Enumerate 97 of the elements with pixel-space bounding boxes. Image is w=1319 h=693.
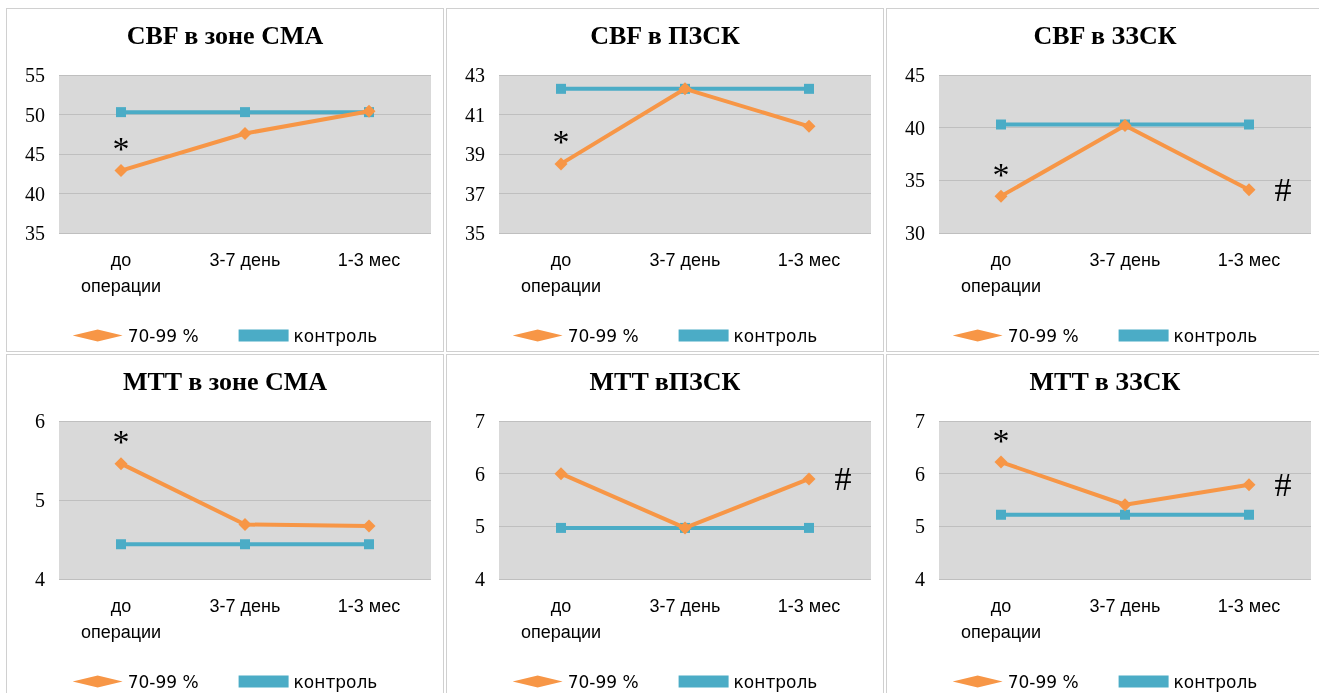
point bbox=[996, 119, 1006, 130]
x-tick-label: 1-3 мес bbox=[337, 596, 401, 616]
y-tick-label: 4 bbox=[915, 568, 925, 590]
x-tick-label: 3-7 день bbox=[209, 250, 281, 270]
point bbox=[116, 539, 126, 550]
point bbox=[240, 539, 250, 550]
x-tick-label: 3-7 день bbox=[1089, 596, 1161, 616]
point bbox=[1120, 509, 1130, 520]
y-tick-label: 5 bbox=[35, 489, 45, 511]
x-tick-label: 1-3 мес bbox=[777, 250, 841, 270]
annotation: # bbox=[1274, 466, 1292, 504]
legend-label: контроль bbox=[733, 325, 818, 346]
chart-title: CBF в ПЗСК bbox=[590, 20, 740, 50]
x-tick-label: до операции bbox=[520, 250, 602, 296]
y-tick-label: 35 bbox=[25, 222, 45, 244]
x-tick-label: 3-7 день bbox=[649, 596, 721, 616]
chart-title: MTT в зоне СМА bbox=[122, 366, 328, 396]
point bbox=[996, 509, 1006, 520]
y-tick-label: 35 bbox=[465, 222, 485, 244]
y-tick-label: 7 bbox=[915, 410, 925, 432]
point bbox=[114, 457, 128, 471]
y-tick-label: 7 bbox=[475, 410, 485, 432]
legend-label: контроль bbox=[293, 325, 378, 346]
x-tick-label: 1-3 мес bbox=[1217, 596, 1281, 616]
point bbox=[1118, 498, 1132, 512]
y-tick-label: 30 bbox=[905, 222, 925, 244]
point bbox=[1242, 183, 1256, 197]
x-tick-label: 1-3 мес bbox=[337, 250, 401, 270]
annotation: * bbox=[112, 423, 130, 461]
y-tick-label: 4 bbox=[35, 568, 45, 590]
point bbox=[1244, 119, 1254, 130]
point bbox=[556, 522, 566, 533]
x-tick-label: до операции bbox=[960, 250, 1042, 296]
point bbox=[240, 107, 250, 118]
point bbox=[114, 164, 128, 178]
legend-label: 70-99 % bbox=[127, 671, 199, 692]
legend-label: 70-99 % bbox=[1007, 325, 1079, 346]
x-tick-label: до операции bbox=[80, 596, 162, 642]
x-tick-label: до операции bbox=[520, 596, 602, 642]
y-tick-label: 37 bbox=[465, 182, 485, 205]
y-tick-label: 50 bbox=[25, 103, 45, 126]
y-tick-label: 45 bbox=[25, 143, 45, 165]
y-tick-label: 6 bbox=[35, 410, 45, 432]
chart-title: MTT вПЗСК bbox=[589, 366, 741, 396]
annotation: * bbox=[992, 155, 1010, 193]
legend-label: контроль bbox=[1173, 671, 1258, 692]
x-tick-label: до операции bbox=[960, 596, 1042, 642]
x-tick-label: 1-3 мес bbox=[777, 596, 841, 616]
legend-label: 70-99 % bbox=[1007, 671, 1079, 692]
x-tick-label: до операции bbox=[80, 250, 162, 296]
chart-title: CBF в ЗЗСК bbox=[1033, 20, 1177, 50]
legend-label: 70-99 % bbox=[127, 325, 199, 346]
y-tick-label: 40 bbox=[25, 182, 45, 205]
point bbox=[554, 157, 568, 171]
legend-label: контроль bbox=[293, 671, 378, 692]
y-tick-label: 6 bbox=[475, 462, 485, 485]
chart-title: MTT в ЗЗСК bbox=[1029, 366, 1181, 396]
point bbox=[238, 517, 252, 531]
legend-label: 70-99 % bbox=[567, 671, 639, 692]
legend-label: контроль bbox=[1173, 325, 1258, 346]
y-tick-label: 35 bbox=[905, 169, 925, 192]
point bbox=[802, 472, 816, 486]
point bbox=[804, 83, 814, 94]
point bbox=[802, 119, 816, 133]
legend-label: контроль bbox=[733, 671, 818, 692]
annotation: * bbox=[112, 130, 130, 168]
point bbox=[1242, 478, 1256, 492]
y-tick-label: 39 bbox=[465, 143, 485, 165]
annotation: * bbox=[992, 421, 1010, 459]
point bbox=[238, 126, 252, 140]
point bbox=[1244, 509, 1254, 520]
x-tick-label: 1-3 мес bbox=[1217, 250, 1281, 270]
point bbox=[804, 522, 814, 533]
x-tick-label: 3-7 день bbox=[209, 596, 281, 616]
legend-label: 70-99 % bbox=[567, 325, 639, 346]
y-tick-label: 40 bbox=[905, 116, 925, 139]
annotation: # bbox=[834, 460, 852, 498]
y-tick-label: 4 bbox=[475, 568, 485, 590]
chart-title: CBF в зоне СМА bbox=[126, 20, 324, 50]
x-tick-label: 3-7 день bbox=[1089, 250, 1161, 270]
y-tick-label: 43 bbox=[465, 64, 485, 86]
point bbox=[362, 519, 376, 533]
point bbox=[994, 189, 1008, 203]
y-tick-label: 55 bbox=[25, 64, 45, 86]
point bbox=[554, 467, 568, 481]
y-tick-label: 5 bbox=[475, 515, 485, 538]
point bbox=[994, 455, 1008, 469]
annotation: * bbox=[552, 123, 570, 161]
annotation: # bbox=[1274, 171, 1292, 209]
x-tick-label: 3-7 день bbox=[649, 250, 721, 270]
y-tick-label: 6 bbox=[915, 462, 925, 485]
y-tick-label: 45 bbox=[905, 64, 925, 86]
point bbox=[116, 107, 126, 118]
y-tick-label: 5 bbox=[915, 515, 925, 538]
y-tick-label: 41 bbox=[465, 103, 485, 126]
point bbox=[364, 539, 374, 550]
point bbox=[556, 83, 566, 94]
